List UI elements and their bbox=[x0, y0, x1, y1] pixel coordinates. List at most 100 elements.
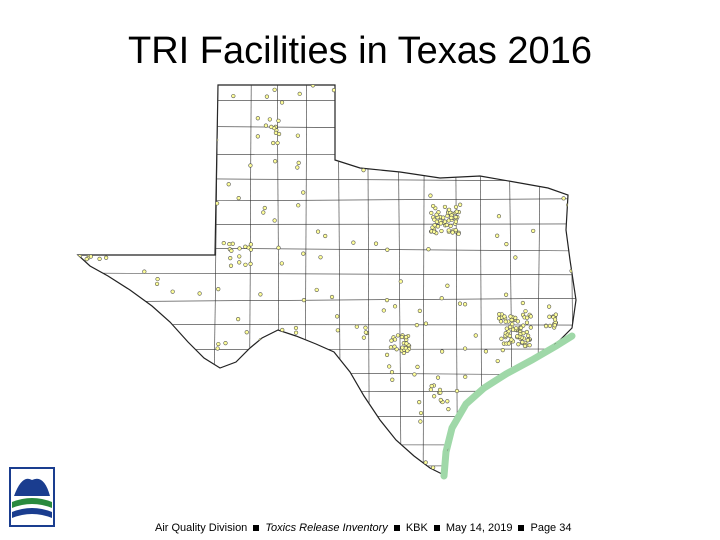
facility-point bbox=[435, 224, 441, 229]
facility-point bbox=[96, 408, 101, 413]
facility-point bbox=[445, 283, 450, 288]
facility-point bbox=[408, 122, 413, 127]
facility-point bbox=[524, 315, 530, 320]
facility-point bbox=[276, 245, 281, 250]
facility-point bbox=[505, 88, 510, 93]
facility-point bbox=[295, 133, 300, 138]
facility-point bbox=[497, 312, 502, 317]
facility-point bbox=[450, 448, 455, 454]
facility-point bbox=[509, 337, 514, 342]
facility-point bbox=[416, 161, 421, 166]
facility-point bbox=[448, 223, 453, 229]
facility-point bbox=[418, 100, 423, 105]
facility-point bbox=[237, 246, 242, 251]
facility-point bbox=[506, 341, 511, 346]
facility-point bbox=[351, 240, 356, 245]
facility-point bbox=[509, 317, 514, 323]
facility-point bbox=[525, 154, 530, 159]
facility-point bbox=[199, 147, 205, 152]
facility-point bbox=[498, 319, 504, 324]
facility-point bbox=[437, 387, 443, 392]
facility-point bbox=[532, 178, 537, 183]
facility-point bbox=[93, 449, 98, 454]
facility-point bbox=[273, 159, 278, 164]
facility-point bbox=[229, 248, 234, 253]
facility-point bbox=[462, 346, 468, 351]
facility-point bbox=[520, 300, 525, 306]
facility-point bbox=[353, 425, 358, 430]
facility-point bbox=[155, 103, 160, 108]
facility-point bbox=[514, 326, 519, 331]
facility-point bbox=[228, 256, 233, 261]
facility-point bbox=[505, 433, 511, 438]
facility-point bbox=[123, 330, 128, 335]
facility-point bbox=[97, 256, 102, 261]
facility-point bbox=[351, 418, 356, 423]
facility-point bbox=[137, 169, 142, 174]
facility-point bbox=[452, 117, 457, 122]
facility-point bbox=[227, 241, 232, 247]
facility-point bbox=[543, 472, 548, 476]
facility-point bbox=[361, 335, 366, 340]
facility-point bbox=[267, 117, 272, 122]
facility-point bbox=[335, 328, 340, 333]
facility-point bbox=[81, 168, 86, 173]
facility-point bbox=[495, 358, 500, 364]
facility-point bbox=[170, 460, 176, 465]
facility-point bbox=[363, 145, 368, 151]
facility-point bbox=[412, 372, 417, 377]
facility-point bbox=[563, 142, 568, 147]
facility-point bbox=[323, 233, 328, 239]
facility-point bbox=[404, 341, 409, 346]
facility-point bbox=[535, 440, 540, 445]
facility-point bbox=[262, 205, 267, 211]
facility-point bbox=[541, 87, 546, 92]
facility-point bbox=[388, 345, 394, 350]
facility-point bbox=[547, 304, 552, 309]
facility-point bbox=[566, 202, 571, 208]
facility-point bbox=[481, 417, 486, 422]
facility-point bbox=[363, 325, 368, 330]
facility-point bbox=[255, 134, 260, 139]
facility-point bbox=[133, 176, 138, 181]
facility-point bbox=[257, 462, 262, 467]
facility-point bbox=[392, 344, 397, 349]
facility-point bbox=[522, 343, 528, 349]
facility-point bbox=[88, 254, 94, 259]
facility-point bbox=[453, 204, 459, 210]
facility-point bbox=[385, 247, 390, 252]
facility-point bbox=[127, 410, 132, 415]
facility-point bbox=[348, 402, 353, 407]
facility-point bbox=[434, 219, 439, 224]
facility-point bbox=[384, 352, 390, 358]
facility-point bbox=[403, 334, 409, 340]
facility-point bbox=[438, 397, 443, 403]
facility-point bbox=[236, 317, 241, 322]
facility-point bbox=[243, 244, 248, 249]
facility-point bbox=[170, 289, 175, 294]
facility-point bbox=[524, 329, 530, 335]
facility-point bbox=[423, 321, 429, 326]
facility-point bbox=[275, 140, 280, 146]
facility-point bbox=[441, 215, 446, 220]
facility-point bbox=[78, 261, 82, 267]
facility-point bbox=[105, 377, 110, 382]
facility-point bbox=[118, 121, 124, 126]
facility-point bbox=[295, 165, 300, 170]
facility-point bbox=[101, 304, 106, 309]
facility-point bbox=[439, 296, 444, 301]
facility-point bbox=[301, 190, 306, 195]
facility-point bbox=[525, 338, 530, 343]
facility-point bbox=[449, 215, 454, 220]
facility-point bbox=[216, 341, 221, 347]
facility-point bbox=[523, 309, 528, 314]
footer: Air Quality Division Toxics Release Inven… bbox=[155, 522, 571, 534]
facility-point bbox=[236, 195, 241, 201]
facility-point bbox=[221, 240, 226, 246]
facility-point bbox=[478, 402, 483, 408]
facility-point bbox=[78, 283, 84, 288]
facility-point bbox=[151, 233, 156, 238]
facility-point bbox=[431, 229, 437, 234]
county-line bbox=[78, 390, 576, 393]
